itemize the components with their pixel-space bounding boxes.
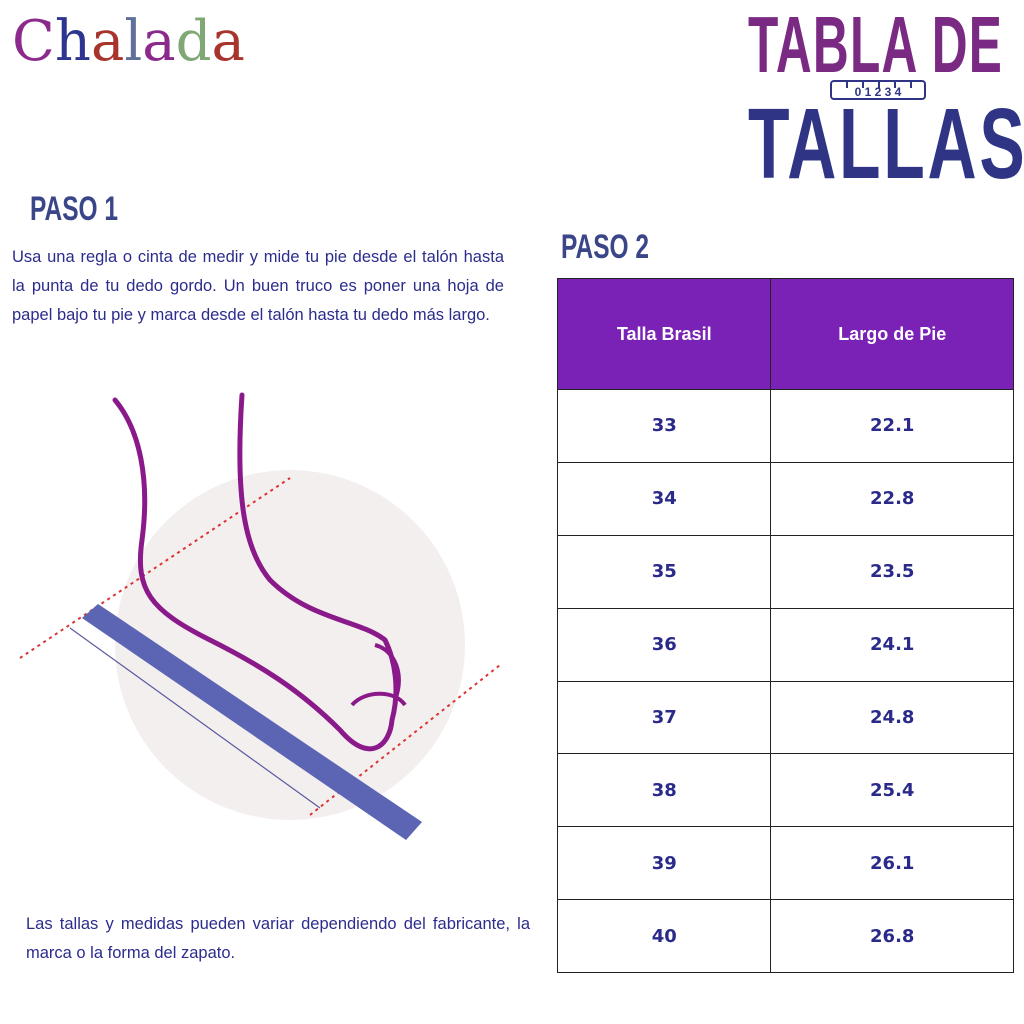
logo-letter: a xyxy=(90,9,125,74)
header-talla-brasil: Talla Brasil xyxy=(556,278,772,390)
foot-length-cell: 23.5 xyxy=(770,534,1014,609)
size-cell: 38 xyxy=(556,753,772,828)
header-largo-de-pie: Largo de Pie xyxy=(770,278,1014,390)
table-row: 36 24.1 xyxy=(556,607,1014,682)
foot-length-cell: 22.8 xyxy=(770,461,1014,536)
step2-heading: PASO 2 xyxy=(561,228,649,266)
foot-length-cell: 26.8 xyxy=(770,899,1014,973)
table-row: 35 23.5 xyxy=(556,534,1014,609)
logo-letter: l xyxy=(124,9,143,74)
table-row: 37 24.8 xyxy=(556,680,1014,755)
size-cell: 39 xyxy=(556,826,772,901)
table-row: 40 26.8 xyxy=(556,899,1014,973)
size-cell: 35 xyxy=(556,534,772,609)
logo-letter: a xyxy=(142,9,176,74)
foot-length-cell: 22.1 xyxy=(770,389,1014,463)
chalada-logo: Chalada xyxy=(12,14,245,70)
logo-letter: d xyxy=(175,9,212,74)
title-line-2: TALLAS xyxy=(748,88,1024,200)
table-row: 38 25.4 xyxy=(556,753,1014,828)
foot-length-cell: 26.1 xyxy=(770,826,1014,901)
table-row: 34 22.8 xyxy=(556,461,1014,536)
step1-instructions: Usa una regla o cinta de medir y mide tu… xyxy=(12,248,504,324)
logo-letter: a xyxy=(211,9,245,74)
size-table: Talla Brasil Largo de Pie 33 22.1 34 22.8 35… xyxy=(556,278,1014,973)
table-row: 33 22.1 xyxy=(556,389,1014,463)
size-cell: 37 xyxy=(556,680,772,755)
size-cell: 36 xyxy=(556,607,772,682)
table-row: 39 26.1 xyxy=(556,826,1014,901)
ruler-icon: 0 1 2 3 4 xyxy=(830,80,926,100)
title-line-1: TABLA DE xyxy=(748,0,1004,89)
foot-length-cell: 24.8 xyxy=(770,680,1014,755)
foot-length-cell: 25.4 xyxy=(770,753,1014,828)
foot-length-cell: 24.1 xyxy=(770,607,1014,682)
size-cell: 34 xyxy=(556,461,772,536)
step1-heading: PASO 1 xyxy=(30,190,118,228)
table-header-row: Talla Brasil Largo de Pie xyxy=(556,278,1014,390)
size-disclaimer: Las tallas y medidas pueden variar depen… xyxy=(26,915,530,962)
size-cell: 40 xyxy=(556,899,772,973)
ruler-numbers: 0 1 2 3 4 xyxy=(854,85,902,99)
logo-letter: C xyxy=(12,9,55,74)
logo-letter: h xyxy=(54,9,91,74)
size-cell: 33 xyxy=(556,389,772,463)
foot-measure-illustration xyxy=(19,392,501,840)
